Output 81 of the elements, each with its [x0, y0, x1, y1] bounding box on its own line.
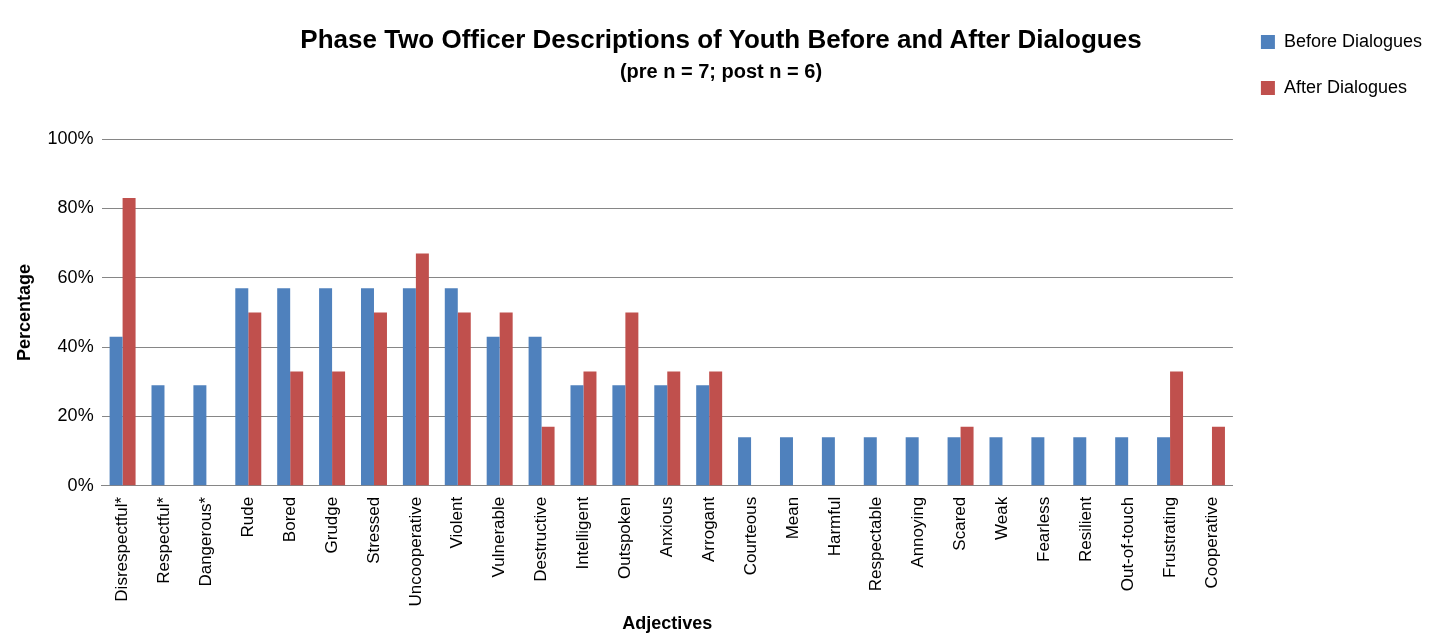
chart-title: Phase Two Officer Descriptions of Youth Before and After Dialogues	[300, 23, 1142, 54]
x-tick-label: Respectful*	[154, 496, 174, 584]
bar	[122, 198, 136, 486]
bar	[1031, 437, 1045, 486]
bar	[612, 385, 626, 486]
bar	[960, 426, 974, 486]
bar	[499, 312, 513, 486]
x-tick-label: Resilient	[1075, 496, 1095, 562]
bar	[989, 437, 1003, 486]
x-tick-label: Cooperative	[1201, 496, 1221, 589]
x-tick-label: Rude	[237, 496, 257, 538]
x-tick-label: Vulnerable	[489, 496, 509, 578]
x-tick-label: Bored	[279, 496, 299, 543]
x-tick-label: Disrespectful*	[112, 496, 132, 602]
y-tick-label: 100%	[47, 128, 94, 149]
bar	[360, 288, 374, 486]
x-tick-label: Weak	[992, 496, 1012, 540]
bar	[583, 371, 597, 486]
bar	[654, 385, 668, 486]
x-tick-label: Grudge	[321, 496, 341, 554]
y-tick-label: 20%	[57, 405, 94, 426]
x-tick-label: Scared	[950, 496, 970, 551]
x-tick-label: Annoying	[908, 496, 928, 568]
bar	[1073, 437, 1087, 486]
bar	[709, 371, 723, 486]
bar	[947, 437, 961, 486]
bar	[528, 336, 542, 486]
bar	[457, 312, 471, 486]
x-tick-label: Courteous	[740, 496, 760, 576]
bar	[863, 437, 877, 486]
x-axis-title: Adjectives	[622, 613, 713, 634]
legend-label: Before Dialogues	[1283, 30, 1423, 51]
x-tick-label: Uncooperative	[405, 496, 425, 607]
x-tick-label: Respectable	[866, 496, 886, 592]
bar	[625, 312, 639, 486]
bar	[290, 371, 304, 486]
x-tick-label: Intelligent	[573, 496, 593, 570]
bar	[235, 288, 249, 486]
bar	[905, 437, 919, 486]
bar	[821, 437, 835, 486]
bar	[402, 288, 416, 486]
bar	[332, 371, 346, 486]
bar	[415, 253, 429, 486]
bar	[779, 437, 793, 486]
bar	[1211, 426, 1225, 486]
bar	[319, 288, 333, 486]
bar	[151, 385, 165, 486]
bar	[486, 336, 500, 486]
y-tick-label: 80%	[57, 197, 94, 218]
x-tick-label: Frustrating	[1159, 496, 1179, 579]
x-tick-label: Fearless	[1034, 496, 1054, 562]
bar	[109, 336, 123, 486]
bar	[193, 385, 207, 486]
bar	[667, 371, 681, 486]
x-tick-label: Violent	[447, 496, 467, 549]
x-tick-label: Dangerous*	[196, 496, 216, 587]
bar	[373, 312, 387, 486]
x-tick-label: Destructive	[531, 496, 551, 582]
bar	[570, 385, 584, 486]
y-tick-label: 40%	[57, 336, 94, 357]
x-tick-label: Arrogant	[698, 496, 718, 562]
bar	[738, 437, 752, 486]
x-tick-label: Harmful	[824, 496, 844, 557]
bar	[248, 312, 262, 486]
chart-subtitle: (pre n = 7; post n = 6)	[619, 59, 823, 82]
y-tick-label: 0%	[67, 474, 94, 495]
bar	[1170, 371, 1184, 486]
bar	[541, 426, 555, 486]
bar	[277, 288, 291, 486]
bar	[696, 385, 710, 486]
y-tick-label: 60%	[57, 266, 94, 287]
legend-label: After Dialogues	[1283, 76, 1407, 97]
x-tick-label: Out-of-touch	[1117, 496, 1137, 592]
x-tick-label: Stressed	[363, 496, 383, 564]
y-axis-title: Percentage	[13, 263, 34, 362]
x-tick-label: Outspoken	[615, 496, 635, 580]
bar	[1115, 437, 1129, 486]
x-tick-label: Mean	[782, 496, 802, 540]
bar	[1157, 437, 1171, 486]
x-tick-label: Anxious	[656, 496, 676, 558]
bar	[444, 288, 458, 486]
